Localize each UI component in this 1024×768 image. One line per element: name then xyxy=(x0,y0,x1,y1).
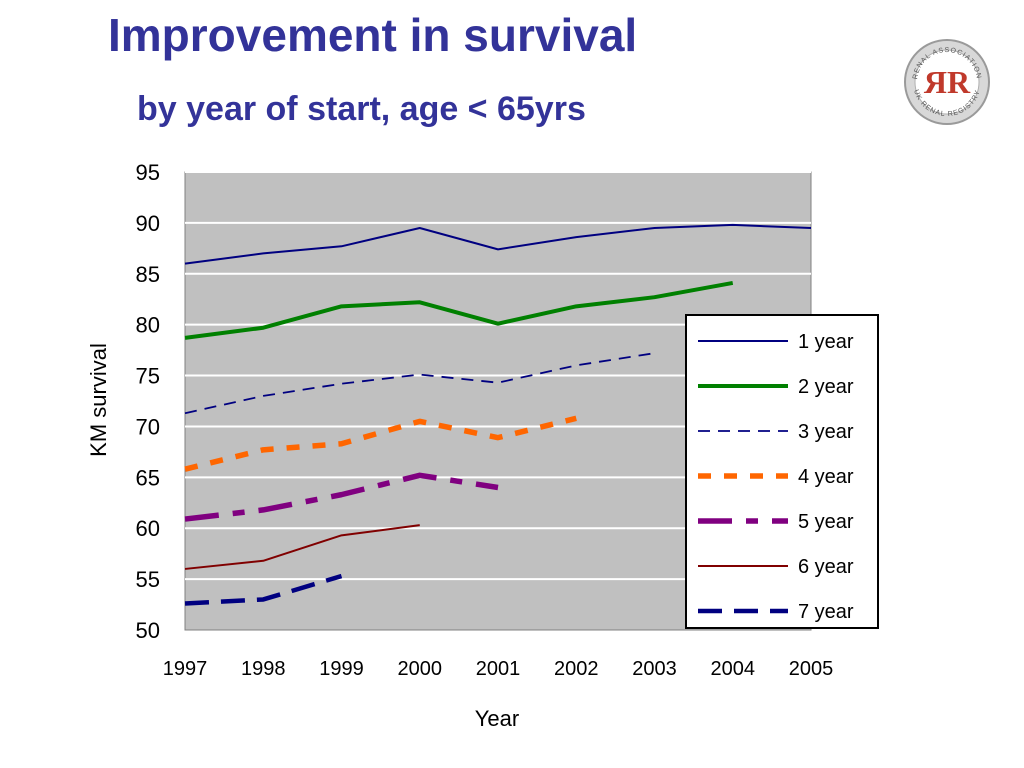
x-tick-label: 2004 xyxy=(711,658,756,680)
series-line-6 xyxy=(184,524,420,570)
x-tick-label: 1997 xyxy=(163,658,208,680)
legend-label: 2 year xyxy=(798,376,854,398)
series-line-5 xyxy=(184,472,499,522)
legend-box xyxy=(685,314,879,629)
y-tick-label: 55 xyxy=(136,567,160,592)
y-tick-label: 50 xyxy=(136,618,160,643)
y-tick-label: 70 xyxy=(136,414,160,439)
renal-registry-logo-icon: RENAL ASSOCIATION UK RENAL REGISTRY ЯR xyxy=(904,39,990,125)
y-tick-label: 65 xyxy=(136,465,160,490)
x-tick-label: 2001 xyxy=(476,658,521,680)
legend-label: 4 year xyxy=(798,466,854,488)
x-tick-label: 2002 xyxy=(554,658,599,680)
series-line-2 xyxy=(184,280,734,340)
legend-label: 6 year xyxy=(798,556,854,578)
series-line-3 xyxy=(184,352,655,415)
legend-label: 3 year xyxy=(798,421,854,443)
legend-label: 7 year xyxy=(798,601,854,623)
y-tick-label: 90 xyxy=(136,211,160,236)
y-tick-label: 80 xyxy=(136,313,160,338)
x-axis-label: Year xyxy=(475,706,519,731)
x-tick-label: 2003 xyxy=(632,658,677,680)
slide-subtitle: by year of start, age < 65yrs xyxy=(137,90,586,128)
logo-monogram: ЯR xyxy=(924,64,971,100)
y-tick-label: 85 xyxy=(136,262,160,287)
series-line-1 xyxy=(184,223,812,265)
x-tick-label: 1998 xyxy=(241,658,286,680)
x-tick-label: 2000 xyxy=(398,658,443,680)
series-line-7 xyxy=(184,573,343,606)
y-tick-label: 60 xyxy=(136,516,160,541)
y-axis-label: KM survival xyxy=(86,343,111,457)
y-tick-label: 95 xyxy=(136,160,160,185)
legend-label: 5 year xyxy=(798,511,854,533)
y-tick-label: 75 xyxy=(136,364,160,389)
x-tick-label: 1999 xyxy=(319,658,364,680)
x-tick-label: 2005 xyxy=(789,658,834,680)
slide-title: Improvement in survival xyxy=(108,9,638,61)
legend-label: 1 year xyxy=(798,331,854,353)
